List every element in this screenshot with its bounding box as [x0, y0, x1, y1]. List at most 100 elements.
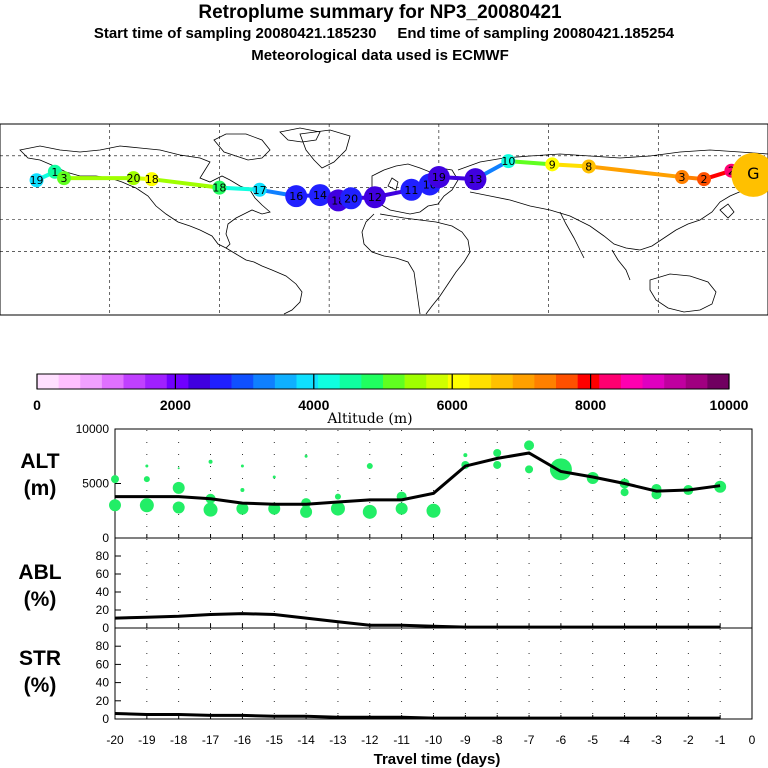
- series-line-str: [114, 712, 721, 720]
- x-tick-label: -13: [329, 733, 347, 747]
- plume-day-label: 16: [289, 190, 303, 203]
- x-tick-label: -11: [393, 733, 410, 747]
- x-tick-label: -9: [460, 733, 471, 747]
- colorbar-swatch: [361, 374, 384, 389]
- altitude-sample-marker: [300, 505, 313, 518]
- colorbar-swatch: [599, 374, 622, 389]
- colorbar-swatch: [296, 374, 319, 389]
- panel-ylabel-name: ALT: [20, 450, 59, 473]
- met-data-line: Meteorological data used is ECMWF: [251, 47, 509, 64]
- altitude-sample-marker: [524, 440, 535, 451]
- colorbar-swatch: [426, 374, 449, 389]
- series-line-alt: [115, 451, 721, 506]
- panel-ylabel-name: STR: [19, 647, 61, 670]
- y-tick-label: 40: [96, 676, 110, 690]
- plume-day-marker: [400, 178, 423, 201]
- colorbar-swatch: [188, 374, 211, 389]
- colorbar-swatch: [339, 374, 362, 389]
- plume-day-marker: [57, 171, 71, 186]
- x-tick-label: -6: [556, 733, 567, 747]
- x-tick-label: -18: [170, 733, 188, 747]
- x-tick-label: -16: [234, 733, 252, 747]
- altitude-sample-marker: [493, 460, 502, 469]
- altitude-sample-marker: [366, 463, 373, 470]
- x-tick-label: -20: [106, 733, 124, 747]
- plume-day-label: 2: [701, 173, 708, 186]
- colorbar-swatch: [404, 374, 427, 389]
- x-tick-label: -5: [587, 733, 598, 747]
- plume-day-marker: [501, 154, 516, 169]
- plume-day-marker: [309, 184, 331, 207]
- plume-day-label: 10: [501, 155, 515, 168]
- plume-day-marker: [285, 185, 308, 208]
- altitude-sample-marker: [172, 501, 185, 514]
- altitude-sample-marker: [240, 464, 244, 468]
- panel-alt: 0 5000 10000 ALT (m): [20, 422, 753, 545]
- panel-frame: [114, 428, 753, 539]
- colorbar-swatch: [58, 374, 81, 389]
- colorbar-swatch: [534, 374, 557, 389]
- plume-day-label: 2: [728, 165, 735, 178]
- altitude-sample-marker: [240, 488, 245, 493]
- altitude-sample-marker: [549, 458, 572, 481]
- altitude-sample-marker: [139, 498, 154, 513]
- x-tick-label: -1: [715, 733, 726, 747]
- altitude-sample-marker: [203, 502, 218, 517]
- plume-day-label: 9: [549, 158, 556, 171]
- y-tick-label: 40: [96, 585, 110, 599]
- colorbar-swatch: [253, 374, 276, 389]
- plume-day-marker: [731, 152, 768, 197]
- colorbar-swatch: [123, 374, 146, 389]
- colorbar-tick-label: 4000: [298, 397, 329, 413]
- plume-track-segment: [586, 164, 685, 180]
- panel-str: 0 20 40 60 80 STR (%): [19, 627, 753, 726]
- colorbar-swatch: [80, 374, 103, 389]
- plume-day-marker: [252, 182, 267, 197]
- panel-ylabel-unit: (m): [24, 477, 57, 500]
- altitude-sample-marker: [304, 454, 308, 458]
- plume-day-label: 12: [368, 191, 382, 204]
- plume-day-label: 3: [679, 171, 686, 184]
- altitude-sample-marker: [426, 503, 441, 518]
- plume-day-marker: [29, 173, 44, 188]
- plume-day-marker: [464, 168, 487, 191]
- colorbar-swatch: [469, 374, 492, 389]
- plume-day-label: 13: [468, 173, 482, 186]
- plume-day-label: 8: [585, 160, 592, 173]
- colorbar-swatch: [685, 374, 708, 389]
- colorbar-swatch: [556, 374, 578, 389]
- x-tick-label: -8: [492, 733, 503, 747]
- plume-day-marker: [581, 159, 596, 174]
- plume-day-label: 1: [51, 166, 58, 179]
- plume-day-label: 18: [145, 173, 159, 186]
- altitude-sample-marker: [145, 464, 149, 468]
- plume-day-marker: [697, 172, 711, 187]
- altitude-sample-marker: [463, 453, 468, 458]
- colorbar-swatch: [231, 374, 254, 389]
- y-tick-label: 0: [102, 712, 109, 726]
- y-tick-label: 0: [102, 621, 109, 635]
- altitude-sample-marker: [334, 493, 341, 500]
- x-tick-label: -7: [524, 733, 535, 747]
- time-series-panels: 0 5000 10000 ALT (m) 0 20 40 60 80 ABL (%) 0 20 40 60 80…: [18, 422, 755, 747]
- colorbar-swatch: [707, 374, 730, 389]
- altitude-sample-marker: [330, 501, 345, 516]
- altitude-sample-marker: [362, 504, 377, 519]
- altitude-colorbar: 0 2000 4000 6000 8000 10000: [33, 373, 749, 413]
- plume-day-marker: [340, 187, 363, 210]
- x-tick-label: -19: [138, 733, 156, 747]
- x-tick-label: 0: [749, 733, 756, 747]
- x-tick-label: -14: [297, 733, 315, 747]
- plume-day-marker: [144, 172, 159, 187]
- plume-day-marker: [126, 171, 141, 186]
- x-tick-label: -4: [619, 733, 630, 747]
- colorbar-swatch: [274, 374, 297, 389]
- colorbar-tick-label: 6000: [437, 397, 468, 413]
- plume-day-marker: [212, 180, 227, 195]
- plume-day-label: 14: [313, 189, 327, 202]
- plume-track-segment: [149, 177, 222, 190]
- chart-title: Retroplume summary for NP3_20080421: [198, 2, 562, 23]
- series-line-abl: [114, 612, 721, 629]
